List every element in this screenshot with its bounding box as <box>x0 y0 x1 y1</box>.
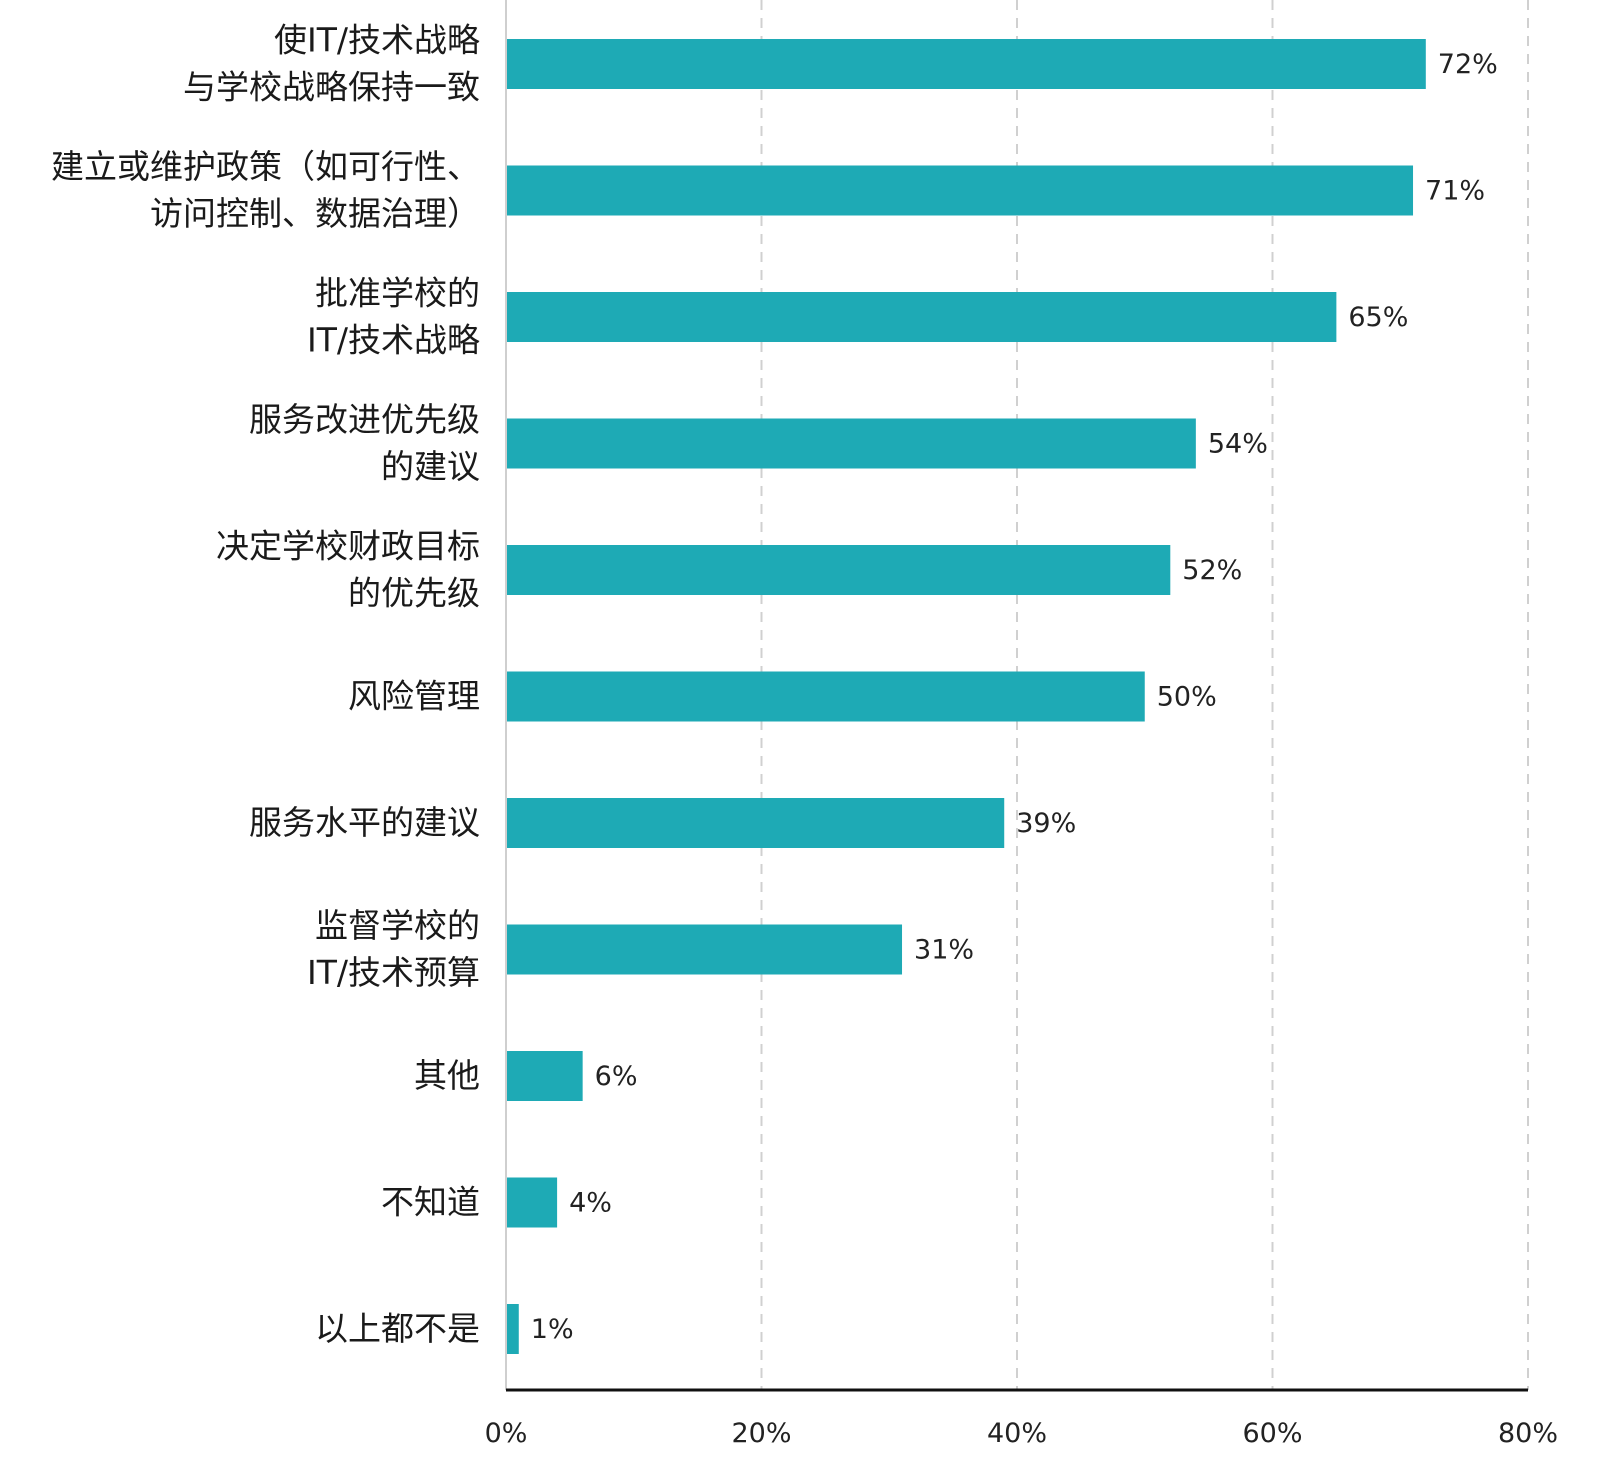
bar-3 <box>506 418 1196 469</box>
bar-9 <box>506 1177 558 1228</box>
bar-5 <box>506 671 1145 722</box>
x-axis: 0% 20% 40% 60% 80% <box>485 0 1558 1449</box>
bar-2 <box>506 292 1337 342</box>
category-label-2-line-1: IT/技术战略 <box>307 321 480 360</box>
category-label-6-line-0: 服务水平的建议 <box>249 803 480 842</box>
value-label-layer: 72% 71% 65% 54% 52% 50% 39% 31% 6% 4% 1% <box>531 49 1498 1345</box>
x-tick-label-20: 20% <box>731 1418 791 1449</box>
category-label-layer: 使IT/技术战略与学校战略保持一致建立或维护政策（如可行性、访问控制、数据治理）… <box>51 21 480 1349</box>
value-label-3: 54% <box>1208 429 1268 460</box>
category-label-8-line-0: 其他 <box>414 1056 480 1095</box>
x-tick-label-40: 40% <box>987 1418 1047 1449</box>
category-label-3-line-1: 的建议 <box>381 447 480 486</box>
value-label-4: 52% <box>1182 555 1242 586</box>
category-label-4-line-0: 决定学校财政目标 <box>216 527 480 566</box>
bar-4 <box>506 545 1171 595</box>
category-label-3-line-0: 服务改进优先级 <box>249 400 480 439</box>
x-tick-label-0: 0% <box>485 1418 528 1449</box>
value-label-6: 39% <box>1016 808 1076 839</box>
category-label-7-line-0: 监督学校的 <box>315 906 480 945</box>
category-label-5-line-0: 风险管理 <box>348 677 480 716</box>
category-label-9-line-0: 不知道 <box>381 1183 480 1222</box>
value-label-9: 4% <box>569 1188 612 1219</box>
category-label-1-line-1: 访问控制、数据治理） <box>150 194 480 233</box>
bar-10 <box>506 1304 519 1354</box>
category-label-7-line-1: IT/技术预算 <box>307 953 480 992</box>
bar-6 <box>506 798 1005 848</box>
category-label-0-line-0: 使IT/技术战略 <box>274 21 480 60</box>
value-label-10: 1% <box>531 1314 574 1345</box>
value-label-0: 72% <box>1438 49 1498 80</box>
category-label-2-line-0: 批准学校的 <box>315 274 480 313</box>
bar-8 <box>506 1051 583 1101</box>
category-label-10-line-0: 以上都不是 <box>315 1309 480 1348</box>
bar-0 <box>506 39 1426 89</box>
value-label-7: 31% <box>914 935 974 966</box>
category-label-0-line-1: 与学校战略保持一致 <box>183 68 480 107</box>
value-label-2: 65% <box>1348 302 1408 333</box>
bar-1 <box>506 165 1414 216</box>
bar-7 <box>506 924 903 975</box>
x-tick-label-60: 60% <box>1242 1418 1302 1449</box>
value-label-1: 71% <box>1425 176 1485 207</box>
value-label-8: 6% <box>595 1061 638 1092</box>
category-label-4-line-1: 的优先级 <box>348 574 480 613</box>
category-label-1-line-0: 建立或维护政策（如可行性、 <box>51 147 480 186</box>
x-tick-label-80: 80% <box>1498 1418 1558 1449</box>
bar-layer <box>506 39 1426 1354</box>
value-label-5: 50% <box>1157 682 1217 713</box>
grid-layer <box>760 0 1529 1390</box>
